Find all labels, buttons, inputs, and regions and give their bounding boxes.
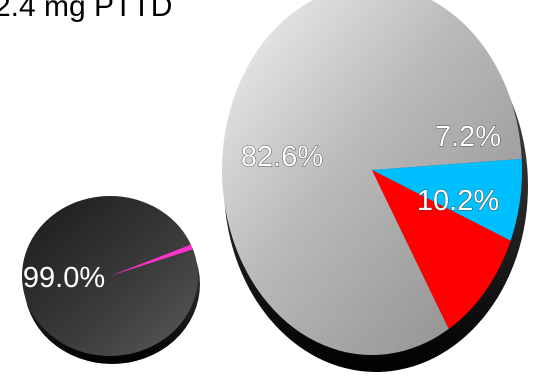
big-pie-slice-3-label: 10.2%	[417, 185, 499, 217]
small-pie-slice-2	[110, 244, 193, 276]
big-pie-slice-3	[372, 170, 511, 329]
chart-title: 2.4 mg PTTD	[0, 0, 173, 23]
big-pie-slice-2-label: 7.2%	[435, 121, 501, 153]
big-pie-slice-1-label: 82.6%	[241, 141, 323, 173]
big-pie-chart: 82.6% 7.2% 10.2%	[222, 0, 528, 372]
big-pie-slice-2	[372, 158, 523, 241]
small-pie-slice-1	[21, 195, 198, 356]
big-pie-slice-1	[222, 0, 522, 355]
small-pie-slice-1-label: 99.0%	[23, 262, 105, 294]
small-pie-chart: 99.0%	[21, 195, 200, 364]
